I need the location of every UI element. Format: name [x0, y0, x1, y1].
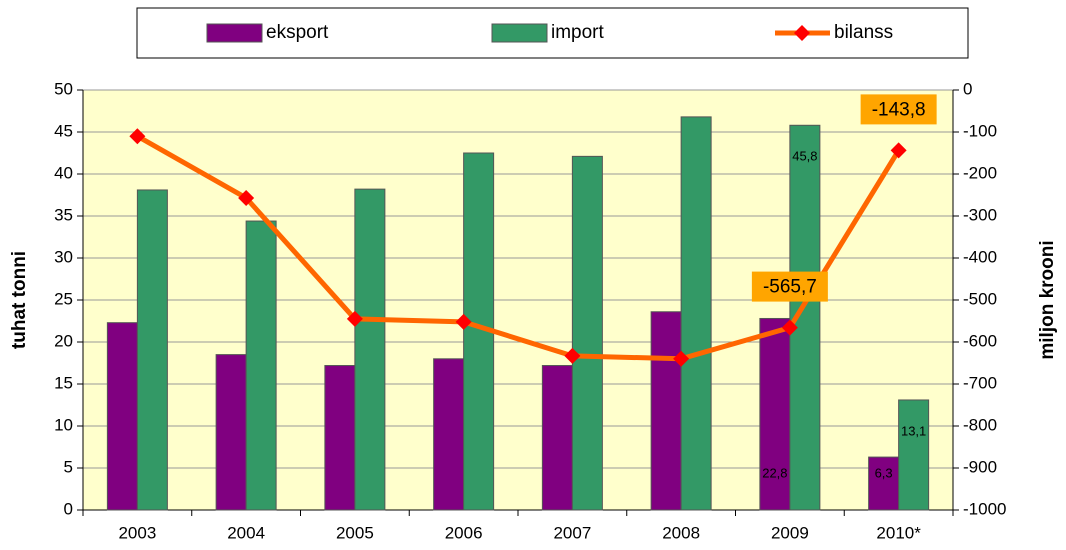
bar: [215, 354, 247, 511]
value-label: -565,7: [763, 277, 817, 298]
bar: [650, 311, 682, 511]
legend-label: import: [551, 22, 605, 43]
x-tick-label: 2003: [118, 523, 156, 542]
bar: [324, 365, 356, 511]
marker: [781, 319, 798, 336]
y2-tick-label: -1000: [963, 499, 1006, 518]
marker: [238, 189, 255, 206]
legend-label: eksport: [266, 22, 329, 43]
bar: [106, 322, 138, 511]
y-tick-label: 10: [54, 415, 73, 434]
y2-tick-label: -500: [963, 289, 997, 308]
y-tick-label: 50: [54, 79, 73, 98]
y2-tick-label: -400: [963, 247, 997, 266]
y2-tick-label: -300: [963, 205, 997, 224]
bar: [433, 358, 465, 511]
marker: [455, 313, 472, 330]
value-label: 45,8: [792, 149, 817, 164]
x-tick-label: 2006: [445, 523, 483, 542]
legend-marker: [794, 25, 810, 41]
legend-label: bilanss: [834, 22, 893, 43]
y-tick-label: 30: [54, 247, 73, 266]
bar: [759, 317, 791, 511]
value-label: 22,8: [762, 465, 787, 480]
y2-tick-label: 0: [963, 79, 972, 98]
bar: [245, 220, 277, 511]
bar: [571, 155, 603, 511]
marker: [564, 347, 581, 364]
y-tick-label: 0: [64, 499, 73, 518]
marker: [673, 350, 690, 367]
x-tick-label: 2009: [771, 523, 809, 542]
y-tick-label: 35: [54, 205, 73, 224]
bar: [354, 188, 386, 511]
y2-tick-label: -800: [963, 415, 997, 434]
marker: [890, 142, 907, 159]
y-tick-label: 15: [54, 373, 73, 392]
y2-tick-label: -700: [963, 373, 997, 392]
marker: [129, 128, 146, 145]
bar: [868, 456, 900, 511]
bar: [680, 116, 712, 511]
y2-tick-label: -900: [963, 457, 997, 476]
value-label-box: [751, 271, 828, 302]
y-tick-label: 20: [54, 331, 73, 350]
legend-swatch: [206, 23, 263, 43]
y2-tick-label: -600: [963, 331, 997, 350]
y2-tick-label: -100: [963, 121, 997, 140]
y-tick-label: 25: [54, 289, 73, 308]
x-tick-label: 2007: [553, 523, 591, 542]
x-tick-label: 2005: [336, 523, 374, 542]
y2-tick-label: -200: [963, 163, 997, 182]
value-label: -143,8: [872, 99, 926, 120]
x-tick-label: 2004: [227, 523, 265, 542]
y-tick-label: 40: [54, 163, 73, 182]
y2-axis-title: miljon krooni: [1037, 240, 1058, 359]
y-tick-label: 5: [64, 457, 73, 476]
value-label: 6,3: [875, 465, 893, 480]
x-tick-label: 2008: [662, 523, 700, 542]
bar: [898, 399, 930, 511]
legend-swatch: [491, 23, 548, 43]
y-tick-label: 45: [54, 121, 73, 140]
line: [136, 134, 901, 362]
marker: [346, 310, 363, 327]
value-label: 13,1: [901, 423, 926, 438]
bar: [541, 365, 573, 511]
bar: [136, 189, 168, 511]
y-axis-title: tuhat tonni: [9, 251, 30, 349]
x-tick-label: 2010*: [876, 523, 921, 542]
value-label-box: [860, 94, 937, 125]
